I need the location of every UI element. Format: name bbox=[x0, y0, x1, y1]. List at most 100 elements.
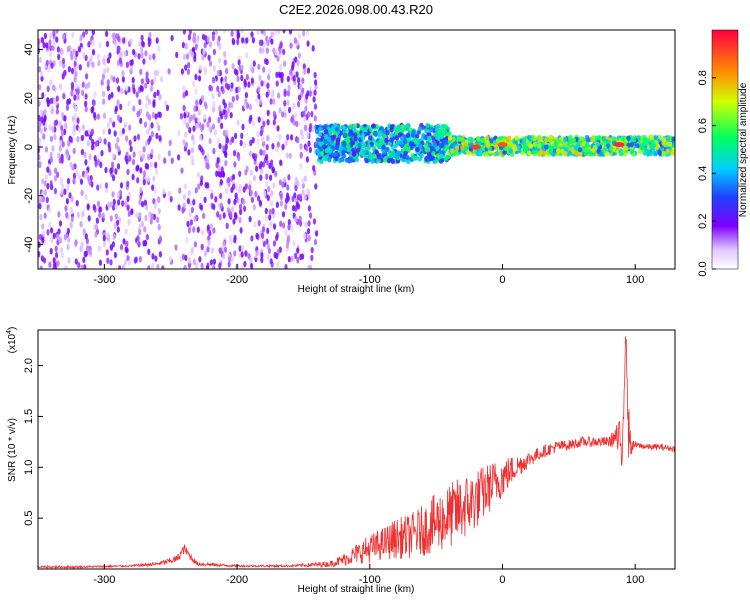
colorbar-ticks: 0.0 0.2 0.4 0.6 0.8 bbox=[697, 70, 716, 277]
spectrogram-cell bbox=[313, 89, 317, 96]
spectrogram-cell bbox=[107, 93, 111, 101]
spectrogram-cell bbox=[284, 197, 289, 204]
spectrogram-cell bbox=[84, 130, 88, 137]
spectrogram-cell bbox=[72, 125, 77, 132]
spectrogram-cell bbox=[150, 213, 154, 220]
snr-unit: (x104) bbox=[6, 327, 18, 354]
spectrogram-cell bbox=[192, 125, 196, 132]
spectrogram-cell bbox=[49, 248, 53, 255]
spectrogram-cell bbox=[242, 198, 246, 205]
spectrogram-cell bbox=[91, 30, 95, 36]
spectrogram-cell bbox=[93, 91, 97, 98]
spectrogram-cell bbox=[297, 32, 301, 39]
spectrogram-cell bbox=[294, 216, 298, 223]
spectrogram-cell bbox=[230, 30, 234, 37]
spectrogram-cell bbox=[469, 137, 474, 143]
spectrogram-cell bbox=[58, 60, 63, 67]
spectrogram-cell bbox=[287, 256, 291, 263]
spectrogram-cell bbox=[359, 125, 364, 131]
spectrogram-cell bbox=[435, 123, 441, 129]
spectrogram-cell bbox=[42, 257, 47, 264]
spectrogram-cell bbox=[275, 234, 279, 242]
spectrogram-cell bbox=[271, 143, 275, 150]
spectrogram-cell bbox=[334, 145, 340, 151]
spectrogram-cell bbox=[591, 135, 596, 141]
spectrogram-cell bbox=[387, 157, 392, 164]
spectrogram-cell bbox=[216, 39, 220, 47]
spectrogram-xlabel: Height of straight line (km) bbox=[298, 284, 415, 295]
spectrogram-cell bbox=[182, 193, 186, 201]
spectrogram-cell bbox=[293, 37, 297, 44]
spectrogram-cell bbox=[116, 191, 121, 199]
spectrogram-cell bbox=[198, 134, 203, 141]
spectrogram-cell bbox=[266, 253, 270, 261]
spectrogram-cell bbox=[128, 124, 132, 131]
spectrogram-cell bbox=[38, 114, 41, 122]
spectrogram-cell bbox=[92, 99, 96, 107]
y-tick-label: 40 bbox=[23, 43, 35, 55]
spectrogram-cell bbox=[105, 30, 109, 37]
spectrogram-cell bbox=[290, 225, 294, 232]
spectrogram-cell bbox=[232, 218, 236, 225]
spectrogram-cell bbox=[230, 82, 234, 89]
spectrogram-cell bbox=[55, 30, 59, 34]
spectrogram-cell bbox=[147, 248, 151, 255]
spectrogram-cell bbox=[153, 91, 157, 99]
spectrogram-cell bbox=[571, 137, 576, 143]
chart-title: C2E2.2026.098.00.43.R20 bbox=[279, 2, 433, 17]
spectrogram-cell bbox=[216, 137, 220, 145]
spectrogram-cell bbox=[211, 123, 215, 130]
spectrogram-cell bbox=[138, 212, 142, 219]
spectrogram-cell bbox=[480, 137, 485, 143]
spectrogram-cell bbox=[417, 156, 422, 162]
spectrogram-cell bbox=[41, 178, 45, 185]
spectrogram-cell bbox=[99, 182, 103, 190]
spectrogram-cell bbox=[296, 247, 300, 254]
spectrogram-cell bbox=[220, 122, 224, 129]
spectrogram-cell bbox=[250, 31, 254, 38]
spectrogram-cell bbox=[48, 50, 53, 58]
spectrogram-cell bbox=[275, 253, 279, 260]
spectrogram-cell bbox=[219, 192, 223, 200]
spectrogram-cell bbox=[318, 141, 323, 147]
spectrogram-cell bbox=[154, 113, 158, 120]
spectrogram-cell bbox=[231, 173, 236, 181]
spectrogram-cell bbox=[189, 219, 193, 226]
spectrogram-cell bbox=[223, 102, 227, 109]
spectrogram-cell bbox=[119, 243, 124, 251]
spectrogram-cell bbox=[216, 211, 220, 218]
spectrogram-cell bbox=[87, 41, 91, 48]
spectrogram-cell bbox=[261, 226, 265, 233]
spectrogram-cell bbox=[97, 60, 101, 67]
spectrogram-cell bbox=[208, 116, 212, 123]
spectrogram-cell bbox=[283, 100, 287, 107]
spectrogram-cell bbox=[368, 135, 373, 141]
spectrogram-cell bbox=[281, 143, 285, 151]
spectrogram-cell bbox=[145, 71, 149, 78]
spectrogram-cell bbox=[297, 77, 301, 84]
snr-series bbox=[38, 336, 675, 569]
spectrogram-cell bbox=[250, 235, 254, 242]
spectrogram-cell bbox=[72, 147, 76, 155]
spectrogram-cell bbox=[194, 43, 198, 51]
spectrogram-cell bbox=[83, 151, 87, 159]
spectrogram-cell bbox=[66, 243, 70, 251]
spectrogram-cell bbox=[665, 148, 670, 154]
spectrogram-cell bbox=[584, 141, 590, 147]
snr-axes: -300 -200 -100 0 100 0.5 1.0 1.5 2.0 bbox=[23, 358, 644, 586]
spectrogram-cell bbox=[75, 170, 79, 177]
spectrogram-cell bbox=[364, 157, 369, 164]
spectrogram-cell bbox=[280, 76, 284, 84]
spectrogram-cell bbox=[108, 52, 112, 59]
spectrogram-cell bbox=[425, 122, 430, 129]
spectrogram-cell bbox=[460, 137, 465, 143]
spectrogram-cell bbox=[266, 39, 270, 47]
spectrogram-cell bbox=[98, 211, 102, 219]
spectrogram-cell bbox=[276, 125, 280, 132]
spectrogram-cell bbox=[48, 261, 52, 268]
spectrogram-cell bbox=[131, 158, 136, 166]
spectrogram-cell bbox=[162, 188, 166, 195]
spectrogram-cell bbox=[139, 167, 143, 174]
spectrogram-cell bbox=[447, 135, 453, 141]
spectrogram-cell bbox=[425, 156, 431, 162]
